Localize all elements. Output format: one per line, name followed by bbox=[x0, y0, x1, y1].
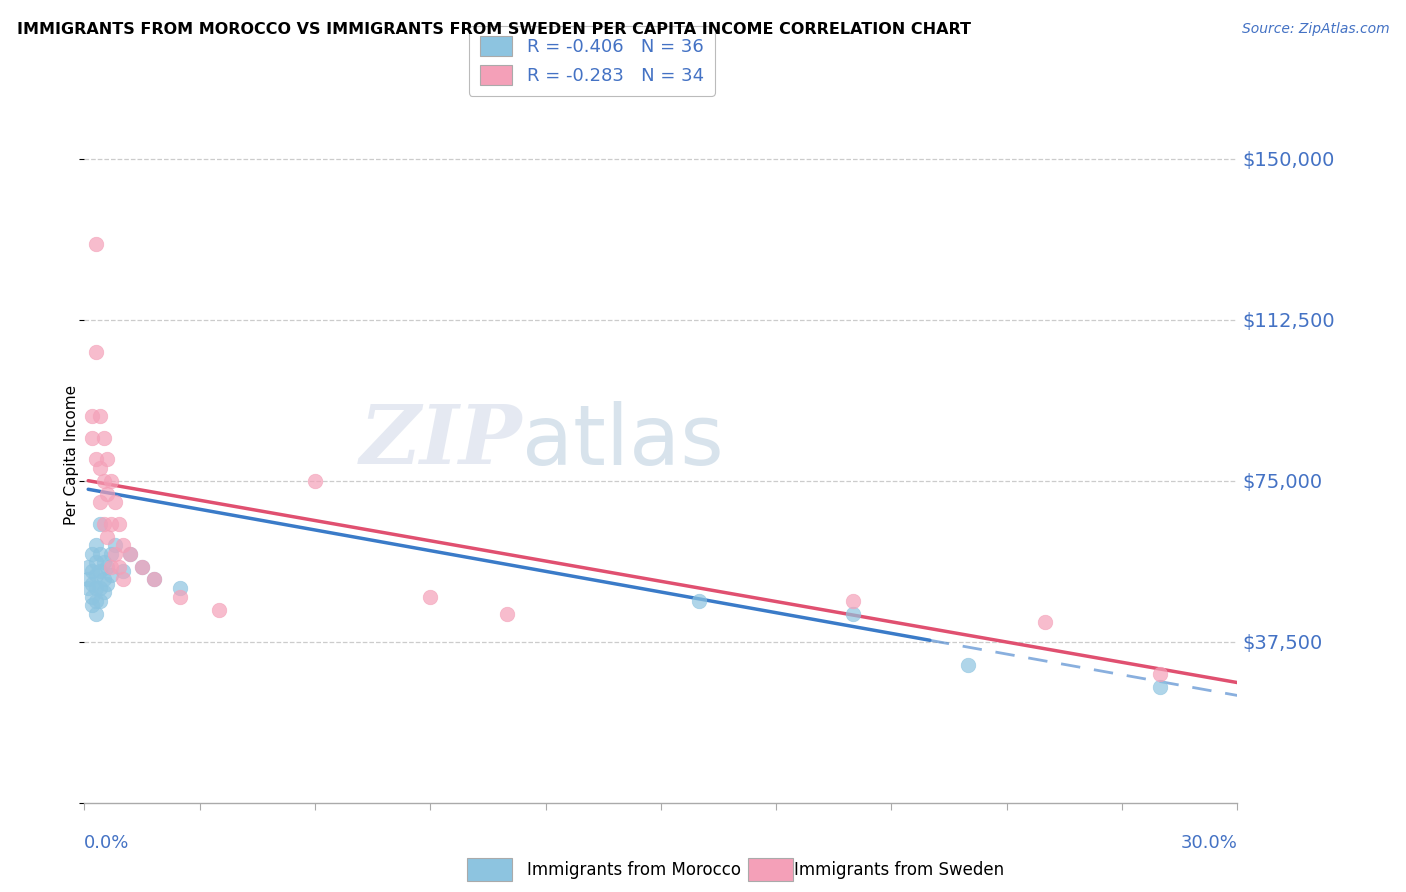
Point bbox=[208, 602, 231, 616]
Text: IMMIGRANTS FROM MOROCCO VS IMMIGRANTS FROM SWEDEN PER CAPITA INCOME CORRELATION : IMMIGRANTS FROM MOROCCO VS IMMIGRANTS FR… bbox=[17, 22, 972, 37]
Point bbox=[1033, 615, 1056, 630]
Point bbox=[496, 607, 519, 621]
Point bbox=[96, 486, 118, 500]
Point bbox=[89, 460, 111, 475]
Point bbox=[169, 581, 191, 595]
Point bbox=[93, 573, 115, 587]
Point bbox=[100, 474, 122, 488]
Point bbox=[104, 538, 127, 552]
Point bbox=[104, 495, 127, 509]
Point bbox=[84, 344, 107, 359]
Point bbox=[100, 568, 122, 582]
Point bbox=[1149, 667, 1171, 681]
Point bbox=[96, 559, 118, 574]
Point bbox=[93, 585, 115, 599]
Point bbox=[842, 594, 865, 608]
Point bbox=[842, 607, 865, 621]
Point bbox=[77, 559, 100, 574]
Point bbox=[80, 409, 103, 424]
Point bbox=[80, 576, 103, 591]
Point bbox=[84, 594, 107, 608]
Point bbox=[120, 547, 142, 561]
Text: Immigrants from Sweden: Immigrants from Sweden bbox=[794, 861, 1004, 879]
Point bbox=[89, 516, 111, 531]
Point bbox=[84, 237, 107, 252]
Text: Immigrants from Morocco: Immigrants from Morocco bbox=[527, 861, 741, 879]
Point bbox=[96, 452, 118, 467]
Point bbox=[1149, 680, 1171, 694]
Point bbox=[80, 431, 103, 445]
Point bbox=[93, 431, 115, 445]
Point bbox=[89, 409, 111, 424]
Point bbox=[89, 547, 111, 561]
Point bbox=[93, 516, 115, 531]
Text: 30.0%: 30.0% bbox=[1181, 834, 1237, 852]
Point bbox=[957, 658, 980, 673]
Point bbox=[120, 547, 142, 561]
Point bbox=[77, 573, 100, 587]
Point bbox=[100, 516, 122, 531]
Text: Source: ZipAtlas.com: Source: ZipAtlas.com bbox=[1241, 22, 1389, 37]
Point bbox=[104, 547, 127, 561]
Point bbox=[77, 581, 100, 595]
Point bbox=[688, 594, 710, 608]
Point bbox=[80, 599, 103, 613]
Point bbox=[100, 547, 122, 561]
Point bbox=[169, 590, 191, 604]
Text: atlas: atlas bbox=[523, 401, 724, 482]
Point bbox=[89, 594, 111, 608]
Point bbox=[93, 474, 115, 488]
Point bbox=[131, 559, 153, 574]
Point bbox=[100, 559, 122, 574]
Point bbox=[131, 559, 153, 574]
Point bbox=[84, 538, 107, 552]
Y-axis label: Per Capita Income: Per Capita Income bbox=[63, 384, 79, 525]
Point bbox=[80, 547, 103, 561]
Point bbox=[93, 555, 115, 569]
Point bbox=[89, 495, 111, 509]
Point bbox=[84, 555, 107, 569]
Point bbox=[89, 581, 111, 595]
Point bbox=[108, 559, 131, 574]
Point bbox=[96, 576, 118, 591]
Point bbox=[108, 516, 131, 531]
Text: ZIP: ZIP bbox=[360, 401, 523, 481]
Point bbox=[111, 538, 134, 552]
Point bbox=[419, 590, 441, 604]
Point bbox=[111, 573, 134, 587]
Point bbox=[80, 590, 103, 604]
Point bbox=[84, 581, 107, 595]
Point bbox=[142, 573, 165, 587]
Point bbox=[111, 564, 134, 578]
Point bbox=[89, 564, 111, 578]
Point bbox=[96, 529, 118, 543]
Point bbox=[304, 474, 326, 488]
Point bbox=[142, 573, 165, 587]
Text: 0.0%: 0.0% bbox=[84, 834, 129, 852]
Legend: R = -0.406   N = 36, R = -0.283   N = 34: R = -0.406 N = 36, R = -0.283 N = 34 bbox=[468, 26, 714, 96]
Point bbox=[84, 452, 107, 467]
Point bbox=[84, 568, 107, 582]
Point bbox=[84, 607, 107, 621]
Point bbox=[80, 564, 103, 578]
